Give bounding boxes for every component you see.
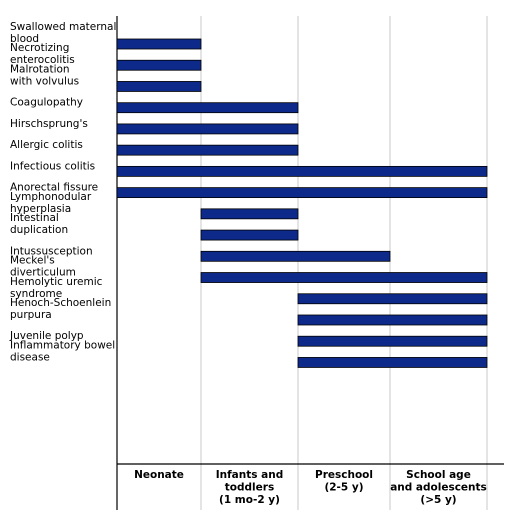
- category-label-10: Intussusception: [10, 245, 93, 257]
- bar-0: [116, 38, 202, 50]
- bar-10: [200, 250, 391, 262]
- category-label-2: Malrotation with volvulus: [10, 63, 79, 87]
- category-label-6: Infectious colitis: [10, 160, 95, 172]
- bar-layer: [116, 38, 488, 368]
- bar-9: [200, 229, 299, 241]
- category-label-15: Inflammatory bowel disease: [10, 339, 115, 363]
- bar-2: [116, 81, 202, 92]
- category-label-9: Intestinal duplication: [10, 212, 68, 236]
- bar-7: [116, 187, 488, 199]
- bar-4: [116, 123, 299, 135]
- category-label-14: Juvenile polyp: [9, 330, 84, 342]
- age-group-labels: Neonate Infants and toddlers (1 mo-2 y) Pres…: [134, 469, 487, 506]
- category-label-1: Necrotizing enterocolitis: [10, 42, 75, 66]
- category-label-13: Henoch-Schoenlein purpura: [10, 297, 111, 321]
- grid-layer: [116, 16, 504, 510]
- age-group-label-2: Preschool (2-5 y): [315, 469, 373, 494]
- category-label-3: Coagulopathy: [10, 97, 83, 109]
- bar-5: [116, 144, 299, 156]
- bar-13: [297, 314, 488, 326]
- category-label-8: Lymphonodular hyperplasia: [10, 191, 92, 215]
- age-group-label-3: School age and adolescents (>5 y): [390, 469, 487, 506]
- bar-8: [200, 208, 299, 220]
- bar-3: [116, 102, 299, 114]
- category-label-7: Anorectal fissure: [10, 182, 98, 194]
- age-group-label-1: Infants and toddlers (1 mo-2 y): [216, 469, 284, 506]
- category-label-5: Allergic colitis: [10, 139, 83, 151]
- bar-1: [116, 59, 202, 71]
- bar-15: [297, 357, 488, 368]
- category-label-0: Swallowed maternal blood: [10, 21, 116, 45]
- bar-11: [200, 272, 488, 283]
- category-label-11: Meckel's diverticulum: [10, 255, 76, 279]
- category-label-4: Hirschsprung's: [10, 118, 88, 130]
- bar-6: [116, 165, 488, 177]
- bar-14: [297, 335, 488, 347]
- category-label-12: Hemolytic uremic syndrome: [10, 276, 103, 300]
- age-group-label-0: Neonate: [134, 469, 184, 481]
- bar-12: [297, 293, 488, 305]
